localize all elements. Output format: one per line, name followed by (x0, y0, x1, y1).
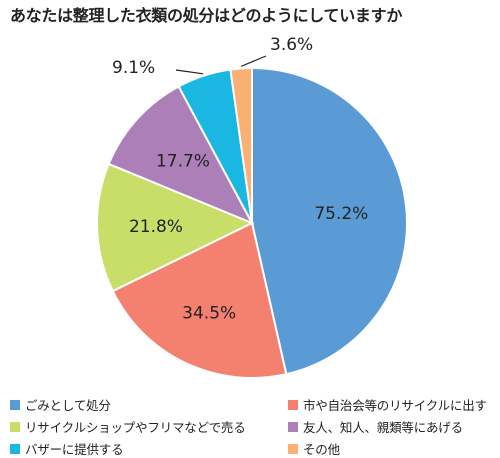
slice-その他 (229, 66, 253, 224)
slice-リサイクルショップやフリマなどで売る (96, 162, 255, 293)
slice-percent-label: 34.5% (182, 303, 236, 323)
legend-label: バザーに提供する (25, 442, 124, 457)
legend-swatch (10, 443, 20, 454)
legend-swatch (288, 399, 298, 410)
legend-swatch (10, 421, 20, 432)
legend-item-sell: リサイクルショップやフリマなどで売る (10, 417, 246, 436)
legend-label: 友人、知人、親類等にあげる (303, 420, 463, 435)
legend-item-municipal-recycle: 市や自治会等のリサイクルに出す (288, 395, 487, 414)
chart-title: あなたは整理した衣類の処分はどのようにしていますか (10, 6, 403, 25)
slice-percent-label: 3.6% (270, 35, 313, 55)
slice-percent-label: 21.8% (129, 217, 183, 237)
legend-label: ごみとして処分 (25, 398, 111, 413)
legend-item-give: 友人、知人、親類等にあげる (288, 417, 463, 436)
slice-市や自治会等のリサイクルに出す (111, 221, 288, 379)
legend-label: その他 (303, 442, 340, 457)
slice-percent-label: 75.2% (314, 204, 368, 224)
pie-chart: 75.2% 34.5% 21.8% 17.7% 9.1% 3.6% (96, 35, 408, 379)
legend-label: 市や自治会等のリサイクルに出す (303, 398, 487, 413)
legend-label: リサイクルショップやフリマなどで売る (25, 420, 246, 435)
leader-line (175, 69, 204, 75)
legend-swatch (288, 421, 298, 432)
legend-swatch (288, 443, 298, 454)
legend-swatch (10, 399, 20, 410)
slice-ごみとして処分 (251, 66, 408, 376)
leader-line (240, 55, 267, 67)
legend-item-other: その他 (288, 439, 340, 458)
slice-友人-知人-親類等にあげる (107, 85, 255, 225)
slice-percent-label: 17.7% (156, 152, 210, 172)
slice-percent-label: 9.1% (112, 58, 155, 78)
legend-item-dispose: ごみとして処分 (10, 395, 111, 414)
legend-item-bazaar: バザーに提供する (10, 439, 124, 458)
